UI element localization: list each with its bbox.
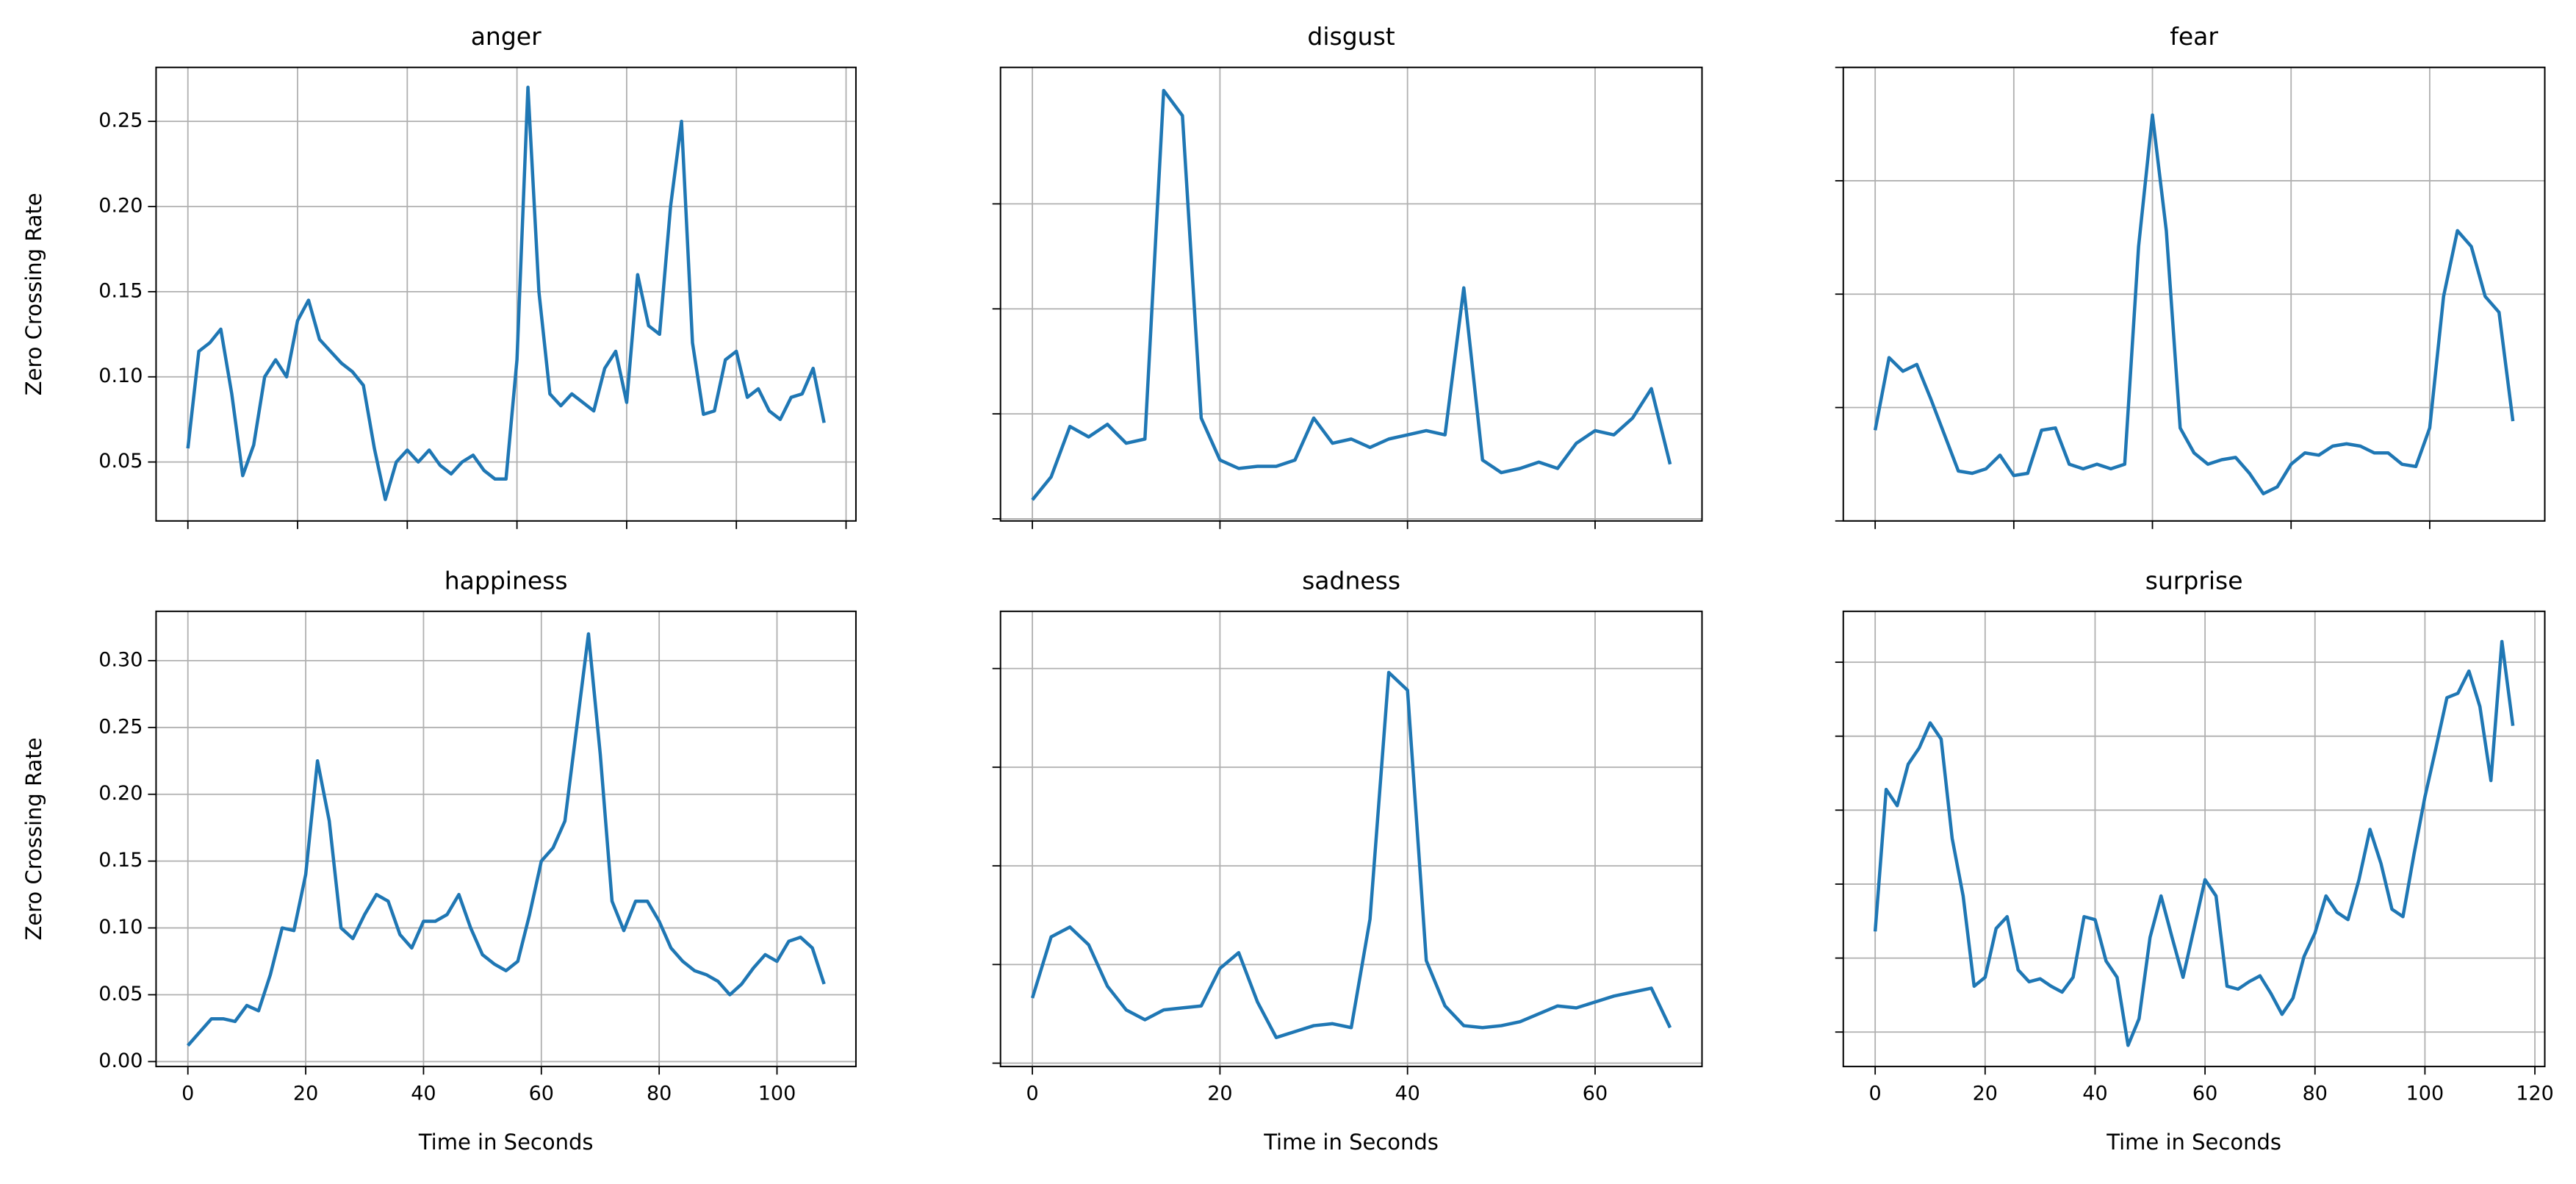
- axes-frame: [155, 610, 857, 1068]
- x-tick-label: 80: [2303, 1083, 2328, 1105]
- y-tick-label: 0.00: [98, 1050, 143, 1072]
- x-tick-label: 0: [1869, 1083, 1882, 1105]
- subplot-title: surprise: [2145, 566, 2243, 595]
- y-axis-label: Zero Crossing Rate: [21, 193, 46, 395]
- x-tick-label: 60: [1583, 1083, 1608, 1105]
- axes-frame: [999, 610, 1703, 1068]
- y-tick-label: 0.20: [98, 195, 143, 218]
- x-axis-label: Time in Seconds: [418, 1130, 594, 1155]
- y-tick-label: 0.05: [98, 450, 143, 473]
- x-tick-label: 60: [529, 1083, 554, 1105]
- data-line: [1030, 670, 1672, 1039]
- axes-frame: [155, 66, 857, 522]
- y-tick-label: 0.15: [98, 279, 143, 302]
- y-tick-label: 0.10: [98, 916, 143, 939]
- data-line: [187, 632, 826, 1047]
- axes-frame: [1842, 66, 2546, 522]
- x-tick-label: 40: [411, 1083, 436, 1105]
- y-tick-label: 0.15: [98, 849, 143, 872]
- x-tick-label: 0: [1026, 1083, 1039, 1105]
- x-tick-label: 40: [2082, 1083, 2107, 1105]
- y-tick-label: 0.25: [98, 715, 143, 738]
- x-tick-label: 40: [1395, 1083, 1420, 1105]
- x-tick-label: 100: [2406, 1083, 2444, 1105]
- axes-frame: [999, 66, 1703, 522]
- data-line: [1031, 88, 1672, 501]
- x-axis-label: Time in Seconds: [2106, 1130, 2281, 1155]
- x-tick-label: 120: [2516, 1083, 2554, 1105]
- y-tick-label: 0.05: [98, 983, 143, 1005]
- data-line: [1873, 639, 2515, 1047]
- y-tick-label: 0.20: [98, 782, 143, 805]
- x-tick-label: 60: [2192, 1083, 2217, 1105]
- y-axis-label: Zero Crossing Rate: [21, 737, 46, 940]
- subplot-title: happiness: [445, 566, 568, 595]
- x-tick-label: 80: [647, 1083, 672, 1105]
- y-tick-label: 0.25: [98, 110, 143, 132]
- y-tick-label: 0.10: [98, 365, 143, 387]
- axes-frame: [1842, 610, 2546, 1068]
- x-tick-label: 0: [181, 1083, 194, 1105]
- x-tick-label: 20: [1973, 1083, 1998, 1105]
- y-tick-label: 0.30: [98, 648, 143, 671]
- data-line: [186, 85, 826, 501]
- subplot-title: fear: [2170, 22, 2218, 51]
- data-line: [1873, 113, 2515, 496]
- subplot-title: disgust: [1307, 22, 1395, 51]
- x-tick-label: 20: [1207, 1083, 1232, 1105]
- x-axis-label: Time in Seconds: [1263, 1130, 1439, 1155]
- x-tick-label: 100: [758, 1083, 796, 1105]
- subplot-title: sadness: [1302, 566, 1400, 595]
- x-tick-label: 20: [293, 1083, 318, 1105]
- subplot-title: anger: [471, 22, 542, 51]
